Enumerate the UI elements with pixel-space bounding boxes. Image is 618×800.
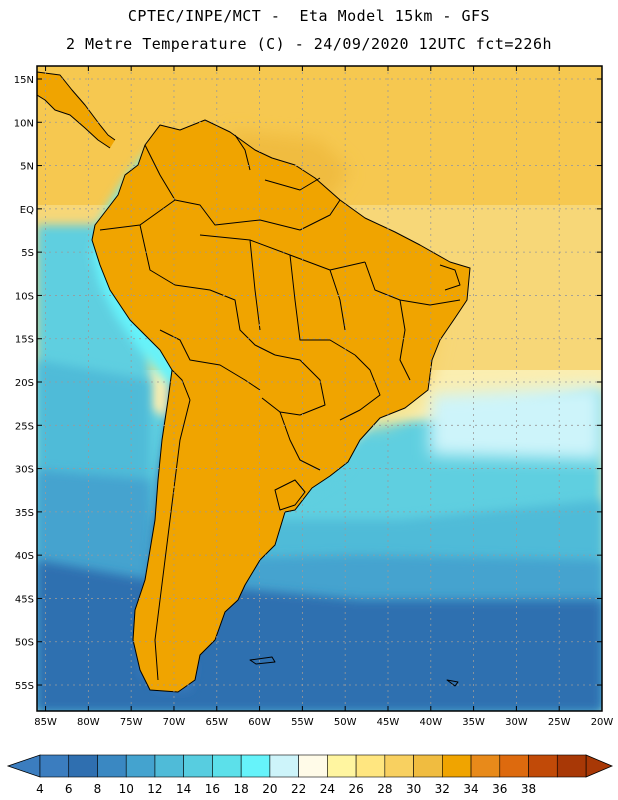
lat-label: 25S — [15, 421, 34, 432]
colorbar-swatch — [298, 754, 328, 778]
map-frame — [36, 65, 603, 712]
colorbar-swatch — [528, 754, 558, 778]
central-america-coast — [37, 71, 116, 141]
lat-label: EQ — [20, 205, 34, 216]
colorbar-label: 20 — [262, 782, 277, 796]
lat-label: 55S — [15, 681, 34, 692]
central-america-coast-south — [37, 94, 111, 149]
border-peru-brazil — [139, 224, 276, 356]
colorbar-swatch — [470, 754, 501, 778]
graticule — [37, 66, 602, 711]
colorbar-label: 14 — [176, 782, 191, 796]
rio-de-la-plata — [274, 479, 306, 511]
lon-label: 20W — [591, 717, 614, 728]
colorbar-swatch — [97, 754, 127, 778]
lat-label: 10S — [15, 291, 34, 302]
colorbar-label: 36 — [492, 782, 507, 796]
falkland-islands — [249, 656, 276, 665]
colorbar-swatch — [413, 754, 443, 778]
border-chile-bolivia — [171, 369, 191, 401]
lon-label: 65W — [205, 717, 228, 728]
lon-label: 30W — [505, 717, 528, 728]
colorbar-label: 18 — [234, 782, 249, 796]
colorbar-swatch — [125, 754, 156, 778]
colorbar-arrow-left — [6, 754, 41, 778]
lon-label: 45W — [377, 717, 400, 728]
colorbar-swatch — [384, 754, 414, 778]
lon-label: 75W — [120, 717, 143, 728]
lat-label: 45S — [15, 594, 34, 605]
colorbar-label: 10 — [119, 782, 134, 796]
chart-subtitle: 2 Metre Temperature (C) - 24/09/2020 12U… — [65, 35, 553, 53]
colorbar-label: 12 — [147, 782, 162, 796]
lat-label: 15S — [15, 335, 34, 346]
lon-label: 55W — [291, 717, 314, 728]
lat-label: 30S — [15, 465, 34, 476]
colorbar-label: 26 — [348, 782, 363, 796]
colorbar-swatch — [39, 754, 70, 778]
lat-label: 40S — [15, 551, 34, 562]
colorbar-swatch — [499, 754, 529, 778]
colorbar-swatch — [183, 754, 213, 778]
lon-label: 40W — [419, 717, 442, 728]
colorbar-label: 16 — [205, 782, 220, 796]
central-america-base — [37, 72, 115, 148]
state-line-9 — [264, 177, 321, 191]
longitude-axis: 85W 80W 75W 70W 65W 60W 55W 50W 45W 40W 35W 30W 25W 2… — [34, 66, 613, 728]
chart-title: CPTEC/INPE/MCT - Eta Model 15km - GFS — [127, 7, 491, 25]
state-line-7 — [339, 354, 381, 421]
state-line-4 — [329, 269, 346, 331]
colorbar-label: 22 — [291, 782, 306, 796]
lon-label: 35W — [462, 717, 485, 728]
colorbar-swatch — [212, 754, 242, 778]
border-chile-argentina — [154, 399, 191, 681]
lat-label: 15N — [14, 75, 34, 86]
state-line-3 — [289, 254, 356, 356]
colorbar-swatch — [240, 754, 271, 778]
colorbar-label: 24 — [320, 782, 335, 796]
colorbar-label: 6 — [65, 782, 73, 796]
border-uruguay — [279, 411, 321, 471]
lat-label: 50S — [15, 638, 34, 649]
colorbar-swatch — [556, 754, 587, 778]
state-line-6 — [399, 299, 411, 381]
lon-label: 50W — [334, 717, 357, 728]
colorbar-label: 32 — [435, 782, 450, 796]
colorbar-swatch — [355, 754, 386, 778]
lat-label: 5S — [21, 248, 34, 259]
lat-label: 5N — [20, 162, 34, 173]
border-north — [144, 144, 341, 231]
state-line-10 — [234, 134, 251, 171]
state-line-2 — [249, 239, 261, 331]
colorbar: 4 6 8 10 12 14 16 18 20 22 24 26 28 30 32 34 36 38 — [6, 754, 614, 796]
lon-label: 80W — [77, 717, 100, 728]
colorbar-arrow-right — [585, 754, 614, 778]
colorbar-label: 28 — [377, 782, 392, 796]
state-line-8 — [439, 264, 461, 291]
colorbar-swatch — [269, 754, 299, 778]
colorbar-label: 8 — [94, 782, 102, 796]
latitude-axis: 15N 10N 5N EQ 5S 10S 15S 20S 25S 30S 35S 40S 45S 50S 5… — [14, 75, 602, 692]
south-georgia — [446, 679, 459, 687]
lon-label: 85W — [34, 717, 57, 728]
lat-label: 35S — [15, 508, 34, 519]
map-field — [37, 66, 602, 711]
colorbar-label: 4 — [36, 782, 44, 796]
lat-label: 20S — [15, 378, 34, 389]
colorbar-swatch — [68, 754, 98, 778]
lon-label: 60W — [248, 717, 271, 728]
colorbar-swatch — [327, 754, 357, 778]
colorbar-swatch — [442, 754, 472, 778]
colorbar-label: 34 — [463, 782, 478, 796]
colorbar-swatch — [154, 754, 184, 778]
lat-label: 10N — [14, 118, 34, 129]
colorbar-label: 30 — [406, 782, 421, 796]
colorbar-label: 38 — [521, 782, 536, 796]
lon-label: 25W — [548, 717, 571, 728]
lon-label: 70W — [163, 717, 186, 728]
